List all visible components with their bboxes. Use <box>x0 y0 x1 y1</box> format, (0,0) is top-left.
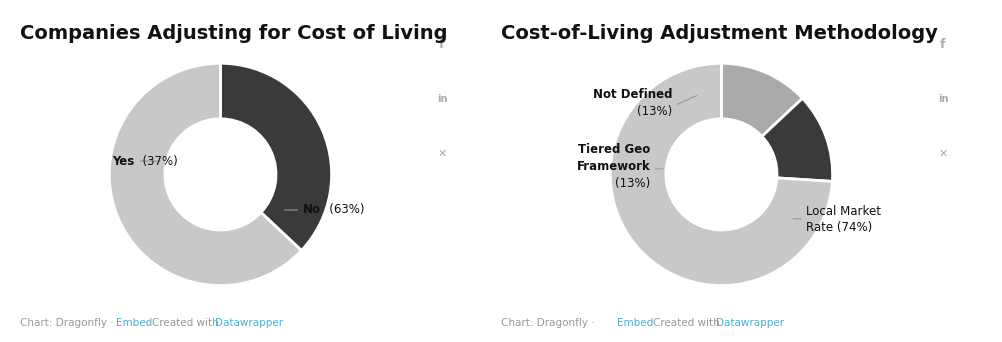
Text: in: in <box>938 94 948 104</box>
Text: Not Defined: Not Defined <box>593 88 672 101</box>
Text: Chart: Dragonfly ·: Chart: Dragonfly · <box>20 318 117 328</box>
Text: Embed: Embed <box>617 318 653 328</box>
Text: Local Market: Local Market <box>806 205 881 218</box>
Text: f: f <box>940 38 946 51</box>
Text: (37%): (37%) <box>135 155 177 168</box>
Text: · Created with: · Created with <box>142 318 222 328</box>
Wedge shape <box>721 63 803 136</box>
Text: (63%): (63%) <box>303 203 364 216</box>
Text: Datawrapper: Datawrapper <box>215 318 284 328</box>
Wedge shape <box>762 98 833 181</box>
Text: Datawrapper: Datawrapper <box>716 318 785 328</box>
Text: Tiered Geo: Tiered Geo <box>578 143 650 157</box>
Text: Embed: Embed <box>116 318 152 328</box>
Text: ✕: ✕ <box>437 149 447 159</box>
Wedge shape <box>220 63 332 250</box>
Text: Companies Adjusting for Cost of Living: Companies Adjusting for Cost of Living <box>20 24 448 43</box>
Text: Yes: Yes <box>112 155 135 168</box>
Text: (13%): (13%) <box>637 105 672 118</box>
Wedge shape <box>109 63 302 286</box>
Text: Chart: Dragonfly ·: Chart: Dragonfly · <box>501 318 598 328</box>
Text: · Created with: · Created with <box>643 318 723 328</box>
Text: Framework: Framework <box>576 160 650 173</box>
Text: (13%): (13%) <box>615 177 650 190</box>
Text: ✕: ✕ <box>938 149 948 159</box>
Text: in: in <box>437 94 447 104</box>
Text: f: f <box>439 38 445 51</box>
Text: No: No <box>303 203 321 216</box>
Text: Rate (74%): Rate (74%) <box>806 221 872 234</box>
Text: Cost-of-Living Adjustment Methodology: Cost-of-Living Adjustment Methodology <box>501 24 938 43</box>
Wedge shape <box>610 63 833 286</box>
